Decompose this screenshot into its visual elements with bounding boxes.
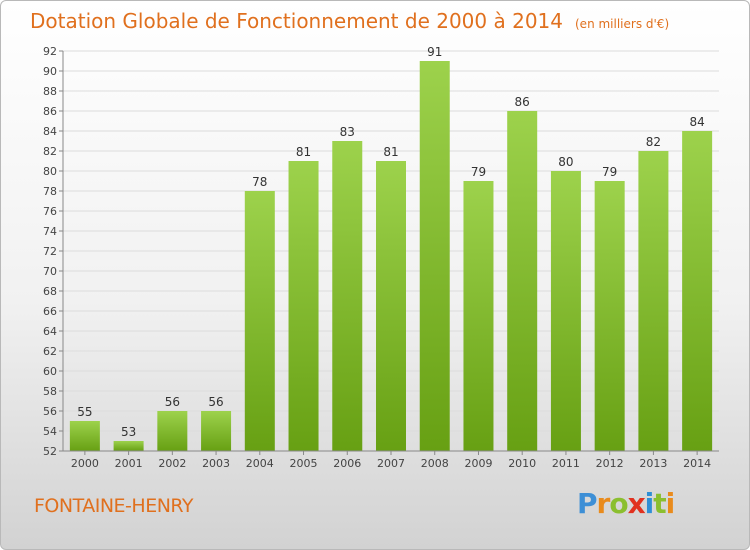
x-tick-label-2001: 2001 (115, 457, 143, 470)
y-tick-label: 64 (43, 325, 57, 338)
value-label-2014: 84 (689, 115, 704, 129)
value-label-2009: 79 (471, 165, 486, 179)
bar-2006 (332, 141, 363, 451)
x-tick-label-2002: 2002 (158, 457, 186, 470)
logo-letter: o (609, 487, 628, 520)
y-tick-label: 78 (43, 185, 57, 198)
bar-2000 (69, 421, 100, 451)
y-tick-label: 52 (43, 445, 57, 458)
y-tick-label: 56 (43, 405, 57, 418)
chart-title: Dotation Globale de Fonctionnement de 20… (30, 9, 669, 33)
x-tick-label-2005: 2005 (290, 457, 318, 470)
y-tick-label: 54 (43, 425, 57, 438)
x-tick-label-2012: 2012 (596, 457, 624, 470)
bar-2009 (463, 181, 494, 451)
bar-2007 (376, 161, 406, 451)
bar-2005 (288, 161, 319, 451)
value-label-2002: 56 (165, 395, 180, 409)
y-tick-label: 90 (43, 65, 57, 78)
bar-2012 (594, 181, 625, 451)
value-labels: 55 53 56 56 78 81 83 81 91 79 86 80 79 82 84 (77, 45, 705, 439)
value-label-2005: 81 (296, 145, 311, 159)
logo-letter: P (577, 487, 598, 520)
y-tick-label: 62 (43, 345, 57, 358)
x-tick-label-2000: 2000 (71, 457, 99, 470)
bar-2003 (201, 411, 232, 451)
bar-2001 (113, 441, 144, 451)
y-tick-label: 74 (43, 225, 57, 238)
y-tick-label: 84 (43, 125, 57, 138)
x-tick-label-2007: 2007 (377, 457, 405, 470)
value-label-2007: 81 (383, 145, 398, 159)
y-tick-label: 68 (43, 285, 57, 298)
bars (69, 61, 713, 451)
value-label-2013: 82 (646, 135, 661, 149)
x-tick-label-2009: 2009 (464, 457, 492, 470)
proxiti-logo: Proxiti (577, 487, 676, 520)
value-label-2010: 86 (515, 95, 530, 109)
y-tick-label: 86 (43, 105, 57, 118)
value-label-2012: 79 (602, 165, 617, 179)
y-axis: 52 54 56 58 60 62 64 66 68 70 72 74 76 78 80 82 84 86 88 90… (43, 45, 64, 458)
logo-letter: x (627, 487, 646, 520)
x-tick-label-2004: 2004 (246, 457, 274, 470)
y-tick-label: 76 (43, 205, 57, 218)
bar-2010 (507, 111, 538, 451)
bar-2008 (419, 61, 450, 451)
title-text: Dotation Globale de Fonctionnement de 20… (30, 9, 563, 33)
bar-2011 (550, 171, 581, 451)
x-tick-label-2010: 2010 (508, 457, 536, 470)
y-tick-label: 82 (43, 145, 57, 158)
bar-2002 (157, 411, 188, 451)
x-tick-label-2011: 2011 (552, 457, 580, 470)
x-axis: 2000 2001 2002 2003 2004 2005 2006 2007 2008 2009… (63, 450, 719, 470)
y-tick-label: 66 (43, 305, 57, 318)
bar-2004 (244, 191, 275, 451)
value-label-2003: 56 (208, 395, 223, 409)
value-label-2008: 91 (427, 45, 442, 59)
value-label-2004: 78 (252, 175, 267, 189)
value-label-2011: 80 (558, 155, 573, 169)
commune-name: FONTAINE-HENRY (34, 495, 194, 517)
x-tick-label-2003: 2003 (202, 457, 230, 470)
y-tick-label: 60 (43, 365, 57, 378)
title-unit: (en milliers d'€) (575, 17, 670, 31)
y-tick-label: 80 (43, 165, 57, 178)
logo-letter: t (653, 487, 666, 520)
value-label-2000: 55 (77, 405, 92, 419)
bar-2013 (638, 151, 669, 451)
y-tick-label: 70 (43, 265, 57, 278)
x-tick-label-2006: 2006 (333, 457, 361, 470)
y-tick-label: 72 (43, 245, 57, 258)
logo-letter: i (665, 487, 676, 520)
x-tick-label-2014: 2014 (683, 457, 711, 470)
value-label-2006: 83 (340, 125, 355, 139)
y-tick-label: 88 (43, 85, 57, 98)
y-tick-label: 92 (43, 45, 57, 58)
x-tick-label-2013: 2013 (639, 457, 667, 470)
logo-letter: r (596, 487, 611, 520)
y-tick-label: 58 (43, 385, 57, 398)
x-tick-label-2008: 2008 (421, 457, 449, 470)
logo-letter: i (644, 487, 655, 520)
bar-2014 (682, 131, 713, 451)
value-label-2001: 53 (121, 425, 136, 439)
